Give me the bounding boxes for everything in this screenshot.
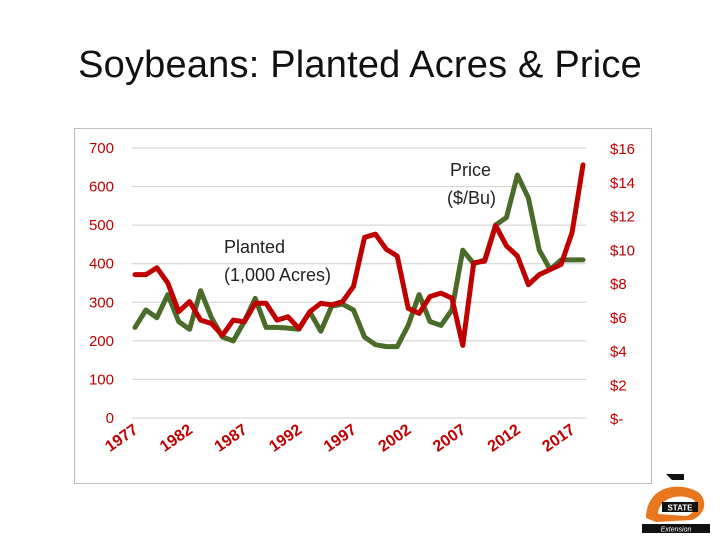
price-annotation-line2: ($/Bu): [447, 188, 496, 208]
right-tick-label: $8: [610, 276, 627, 293]
logo-state-text: STATE: [667, 504, 693, 513]
x-tick-label: 1997: [321, 421, 360, 455]
left-tick-label: 500: [89, 217, 114, 234]
x-tick-label: 1987: [212, 421, 251, 455]
x-tick-label: 1982: [157, 421, 196, 455]
left-tick-label: 0: [106, 410, 114, 427]
price-line: [132, 162, 586, 348]
left-tick-label: 400: [89, 256, 114, 273]
price-annotation-line1: Price: [450, 160, 491, 180]
right-axis-ticks: $- $2 $4 $6 $8 $10 $12 $14 $16: [610, 141, 635, 428]
left-axis-ticks: 0 100 200 300 400 500 600 700: [89, 140, 114, 427]
right-tick-label: $12: [610, 209, 635, 226]
planted-acres-line: [132, 172, 586, 350]
right-tick-label: $-: [610, 411, 623, 428]
gridlines: [132, 147, 586, 419]
right-tick-label: $2: [610, 377, 627, 394]
left-tick-label: 200: [89, 333, 114, 350]
x-tick-label: 2012: [485, 421, 524, 455]
right-tick-label: $4: [610, 344, 627, 361]
logo-extension-text: Extension: [661, 527, 692, 534]
right-tick-label: $10: [610, 242, 635, 259]
planted-annotation-line2: (1,000 Acres): [224, 265, 331, 285]
slide-title: Soybeans: Planted Acres & Price: [78, 44, 642, 86]
series-lines: [132, 162, 586, 350]
planted-annotation-line1: Planted: [224, 237, 285, 257]
right-tick-label: $14: [610, 175, 635, 192]
right-tick-label: $16: [610, 141, 635, 158]
x-axis-ticks: 1977 1982 1987 1992 1997 2002 2007 2012 2017: [102, 421, 578, 455]
left-tick-label: 300: [89, 294, 114, 311]
left-tick-label: 600: [89, 179, 114, 196]
x-tick-label: 2002: [376, 421, 415, 455]
osu-extension-logo-icon: STATE Extension: [642, 474, 710, 534]
x-tick-label: 2007: [430, 421, 469, 455]
x-tick-label: 2017: [539, 421, 578, 455]
x-tick-label: 1992: [266, 421, 305, 455]
left-tick-label: 100: [89, 371, 114, 388]
left-tick-label: 700: [89, 140, 114, 157]
right-tick-label: $6: [610, 310, 627, 327]
